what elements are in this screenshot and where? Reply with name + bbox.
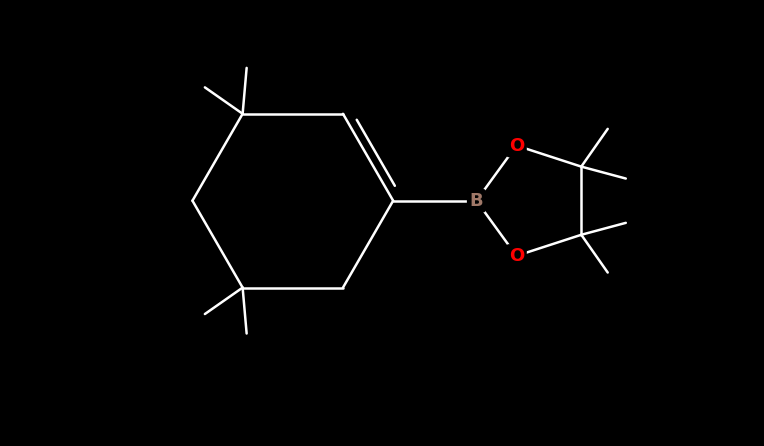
Text: O: O [509,247,524,265]
Text: O: O [509,136,524,155]
Text: B: B [470,192,483,210]
